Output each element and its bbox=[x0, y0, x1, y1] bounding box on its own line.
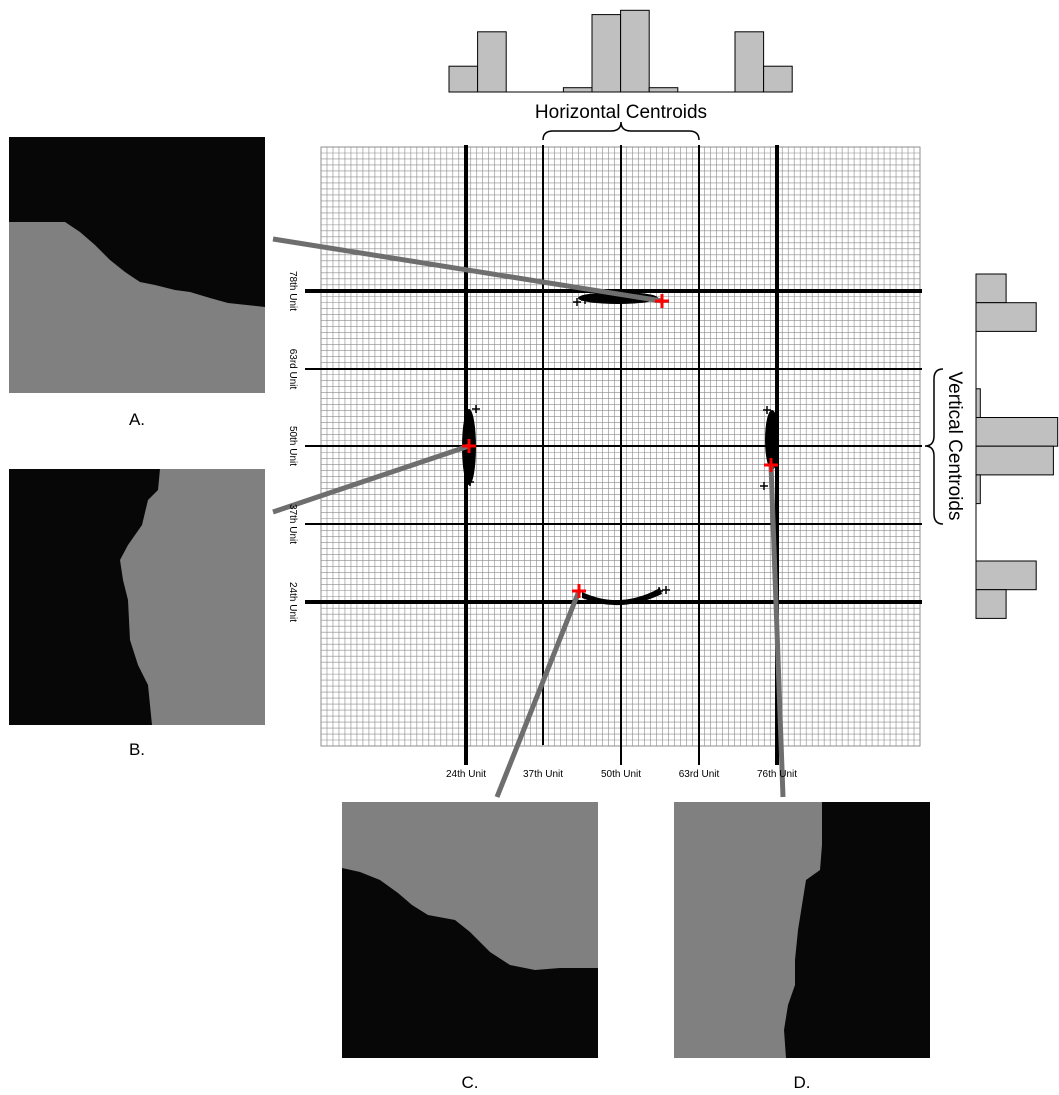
cluster-right bbox=[765, 410, 779, 470]
y-label: 50th Unit bbox=[287, 426, 298, 466]
panel-b-dark-region bbox=[9, 469, 160, 725]
horizontal-histogram-bar bbox=[648, 87, 679, 93]
scatter-crosses bbox=[466, 296, 771, 595]
vertical-histogram bbox=[975, 273, 1059, 619]
horizontal-centroids-label: Horizontal Centroids bbox=[535, 102, 707, 123]
panel-d-caption: D. bbox=[794, 1073, 811, 1092]
y-label: 24th Unit bbox=[287, 582, 298, 622]
connector-c bbox=[494, 590, 582, 798]
horizontal-histogram-bar bbox=[620, 9, 650, 93]
connector-a bbox=[272, 236, 663, 304]
vertical-histogram-bar bbox=[975, 273, 1007, 304]
horizontal-histogram-bar bbox=[734, 31, 765, 93]
panel-d-dark-region bbox=[784, 802, 930, 1058]
vertical-histogram-bar bbox=[975, 388, 981, 418]
horizontal-histogram-bar bbox=[591, 14, 622, 93]
cluster-bottom bbox=[582, 588, 662, 606]
horizontal-histogram bbox=[448, 9, 793, 93]
horizontal-histogram-bar bbox=[763, 65, 793, 93]
vertical-histogram-bar bbox=[975, 589, 1007, 619]
panel-d: D. bbox=[674, 802, 930, 1092]
marker-b bbox=[462, 439, 476, 453]
panel-b-caption: B. bbox=[129, 740, 145, 759]
x-label: 63rd Unit bbox=[679, 769, 720, 780]
y-label: 37th Unit bbox=[287, 504, 298, 544]
panel-c-dark-region bbox=[342, 868, 598, 1058]
marker-c bbox=[572, 584, 586, 598]
y-label: 63rd Unit bbox=[287, 349, 298, 390]
panel-a-gray-region bbox=[9, 222, 265, 393]
horizontal-brace bbox=[542, 121, 700, 141]
x-label: 50th Unit bbox=[601, 769, 641, 780]
horizontal-histogram-bar bbox=[562, 87, 593, 93]
connector-b bbox=[272, 443, 470, 515]
vertical-histogram-bar bbox=[975, 474, 981, 505]
panel-b: B. bbox=[9, 469, 265, 759]
horizontal-histogram-bar bbox=[477, 31, 507, 93]
panel-c-caption: C. bbox=[462, 1073, 479, 1092]
panel-c: C. bbox=[342, 802, 598, 1092]
vertical-histogram-bar bbox=[975, 445, 1054, 476]
vertical-centroids-label: Vertical Centroids bbox=[944, 372, 965, 521]
panel-a: A. bbox=[9, 137, 265, 429]
y-axis-labels: 78th Unit 63rd Unit 50th Unit 37th Unit … bbox=[287, 271, 298, 622]
panel-a-caption: A. bbox=[129, 410, 145, 429]
red-markers bbox=[462, 294, 778, 598]
connector-d bbox=[768, 464, 786, 798]
vertical-histogram-bar bbox=[975, 417, 1059, 447]
x-label: 37th Unit bbox=[523, 769, 563, 780]
y-label: 78th Unit bbox=[287, 271, 298, 311]
x-label: 76th Unit bbox=[757, 769, 797, 780]
x-label: 24th Unit bbox=[446, 769, 486, 780]
vertical-brace bbox=[924, 368, 944, 525]
x-axis-labels: 24th Unit 37th Unit 50th Unit 63rd Unit … bbox=[446, 769, 797, 780]
connector-lines bbox=[272, 236, 786, 798]
marker-a bbox=[655, 294, 669, 308]
vertical-histogram-bar bbox=[975, 302, 1037, 332]
horizontal-histogram-bar bbox=[448, 65, 479, 93]
marker-d bbox=[764, 458, 778, 472]
vertical-histogram-bar bbox=[975, 560, 1037, 591]
